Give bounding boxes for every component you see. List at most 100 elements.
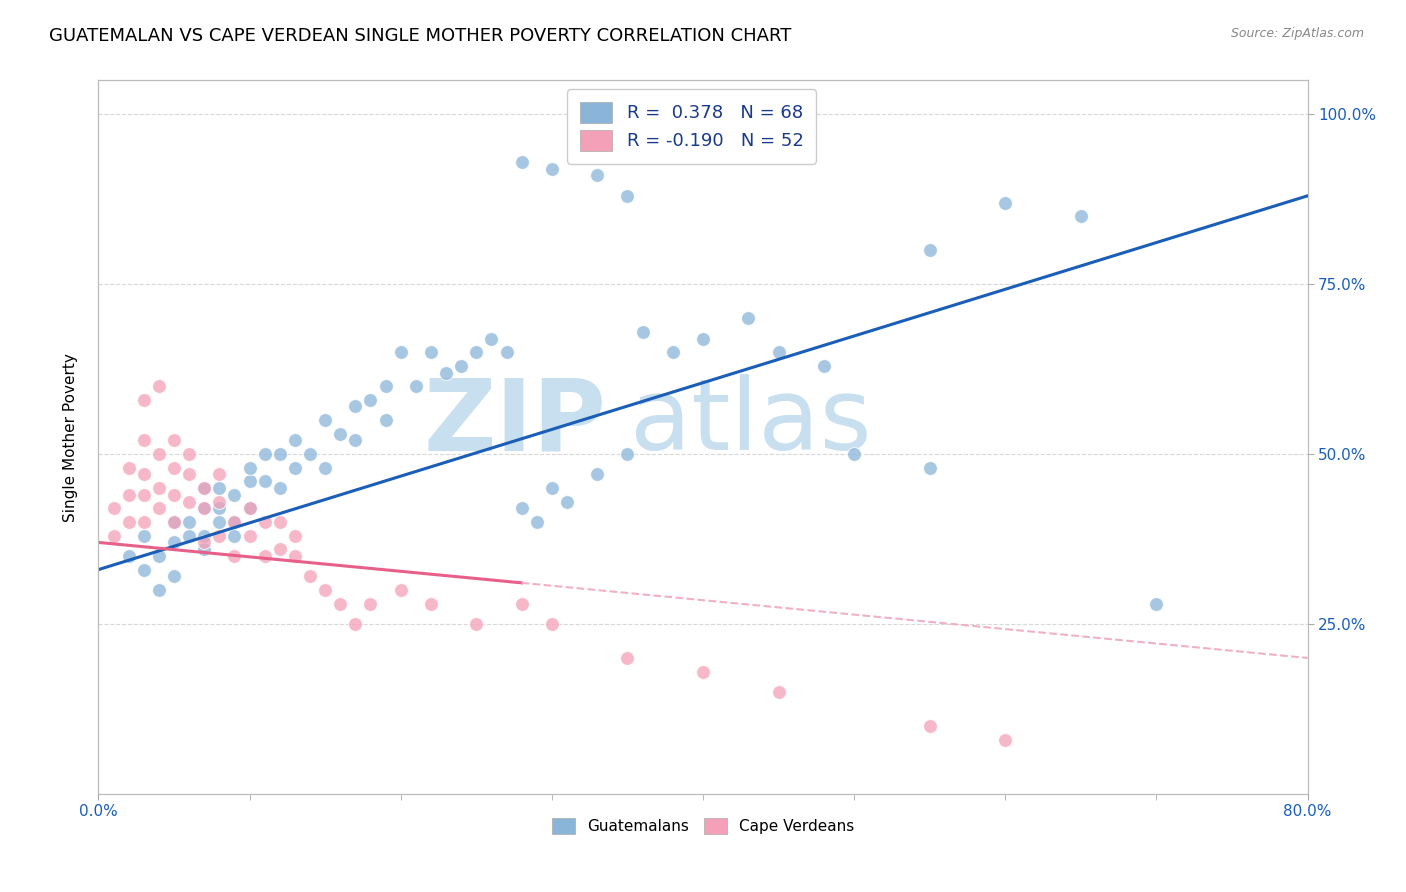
Point xyxy=(253,447,276,461)
Point xyxy=(118,549,141,563)
Point xyxy=(616,447,638,461)
Point xyxy=(224,515,246,529)
Point xyxy=(208,467,231,482)
Point xyxy=(193,481,215,495)
Point xyxy=(269,447,291,461)
Point xyxy=(224,549,246,563)
Point xyxy=(918,719,941,733)
Point xyxy=(103,528,125,542)
Point xyxy=(450,359,472,373)
Point xyxy=(389,582,412,597)
Point xyxy=(495,345,517,359)
Point xyxy=(132,434,155,448)
Point xyxy=(163,515,186,529)
Point xyxy=(193,542,215,557)
Point xyxy=(208,515,231,529)
Point xyxy=(360,597,382,611)
Point xyxy=(208,481,231,495)
Point xyxy=(314,582,336,597)
Point xyxy=(631,325,654,339)
Point xyxy=(374,413,396,427)
Point xyxy=(208,528,231,542)
Text: ZIP: ZIP xyxy=(423,375,606,471)
Point xyxy=(193,481,215,495)
Point xyxy=(148,501,170,516)
Point xyxy=(239,501,262,516)
Point xyxy=(193,501,215,516)
Point xyxy=(994,195,1017,210)
Point xyxy=(586,169,609,183)
Point xyxy=(284,528,307,542)
Point xyxy=(132,467,155,482)
Point xyxy=(269,481,291,495)
Point xyxy=(148,549,170,563)
Point xyxy=(163,488,186,502)
Point xyxy=(224,488,246,502)
Point xyxy=(239,528,262,542)
Point xyxy=(208,501,231,516)
Point xyxy=(616,189,638,203)
Point xyxy=(284,549,307,563)
Point xyxy=(132,488,155,502)
Point xyxy=(768,685,790,699)
Point xyxy=(224,515,246,529)
Text: atlas: atlas xyxy=(630,375,872,471)
Point xyxy=(208,494,231,508)
Point xyxy=(163,535,186,549)
Point xyxy=(344,400,367,414)
Point xyxy=(193,535,215,549)
Point xyxy=(360,392,382,407)
Point xyxy=(540,481,562,495)
Point xyxy=(253,515,276,529)
Point xyxy=(179,467,201,482)
Point xyxy=(465,345,488,359)
Point xyxy=(148,379,170,393)
Text: Source: ZipAtlas.com: Source: ZipAtlas.com xyxy=(1230,27,1364,40)
Point xyxy=(813,359,835,373)
Point xyxy=(163,460,186,475)
Point xyxy=(616,651,638,665)
Point xyxy=(540,161,562,176)
Point xyxy=(526,515,548,529)
Point xyxy=(299,447,322,461)
Point xyxy=(374,379,396,393)
Point xyxy=(661,345,683,359)
Point xyxy=(586,467,609,482)
Point xyxy=(163,569,186,583)
Point xyxy=(193,501,215,516)
Point xyxy=(269,542,291,557)
Point xyxy=(510,154,533,169)
Point xyxy=(918,460,941,475)
Point xyxy=(434,366,457,380)
Point xyxy=(253,549,276,563)
Point xyxy=(768,345,790,359)
Point xyxy=(163,515,186,529)
Point xyxy=(329,426,352,441)
Point xyxy=(540,617,562,632)
Point xyxy=(239,460,262,475)
Point xyxy=(405,379,427,393)
Point xyxy=(148,447,170,461)
Point xyxy=(555,494,578,508)
Point xyxy=(918,243,941,257)
Point xyxy=(179,528,201,542)
Point xyxy=(284,434,307,448)
Point xyxy=(1144,597,1167,611)
Point xyxy=(132,392,155,407)
Point xyxy=(118,460,141,475)
Point xyxy=(389,345,412,359)
Text: GUATEMALAN VS CAPE VERDEAN SINGLE MOTHER POVERTY CORRELATION CHART: GUATEMALAN VS CAPE VERDEAN SINGLE MOTHER… xyxy=(49,27,792,45)
Point xyxy=(132,528,155,542)
Point xyxy=(481,332,503,346)
Point xyxy=(148,481,170,495)
Point xyxy=(314,460,336,475)
Point xyxy=(163,434,186,448)
Point xyxy=(179,515,201,529)
Point xyxy=(1070,209,1092,223)
Point xyxy=(193,528,215,542)
Point xyxy=(284,460,307,475)
Point xyxy=(420,345,443,359)
Point xyxy=(253,475,276,489)
Point xyxy=(239,501,262,516)
Point xyxy=(118,488,141,502)
